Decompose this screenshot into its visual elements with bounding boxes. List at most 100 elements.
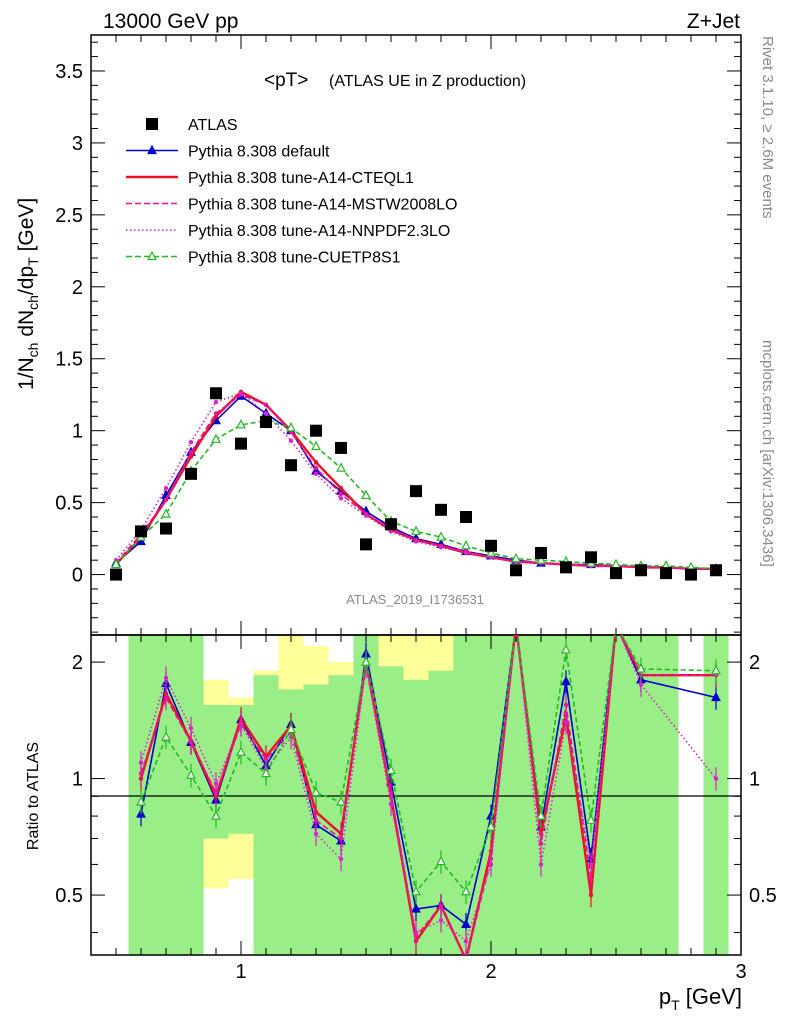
ratio-point-series-3 (238, 722, 244, 727)
ratio-point-series-1 (514, 622, 518, 626)
ratio-point-series-3 (488, 862, 494, 867)
legend-label-1: Pythia 8.308 default (188, 144, 330, 161)
ratio-point-series-0 (561, 675, 571, 686)
ratio-point-series-4 (536, 810, 546, 820)
atlas-data-markers (110, 387, 722, 581)
ratio-point-series-3 (338, 856, 344, 862)
x-axis-label-unit: [GeV] (686, 984, 742, 1009)
ratio-point-series-4 (636, 663, 646, 673)
main-point-series-3 (388, 529, 394, 534)
legend: ATLAS Pythia 8.308 default Pythia 8.308 tu… (126, 117, 457, 267)
ratio-point-series-4 (436, 855, 446, 866)
main-point-series-2 (263, 402, 269, 407)
ratio-point-series-0 (411, 903, 421, 913)
atlas-data-point (210, 387, 222, 400)
ratio-point-series-4 (461, 885, 471, 896)
band-green-2 (178, 635, 204, 955)
ratio-point-series-4 (586, 814, 596, 824)
main-point-series-2 (213, 411, 219, 416)
ratio-point-series-3 (188, 725, 194, 731)
atlas-data-point (435, 503, 447, 516)
main-point-series-3 (213, 399, 219, 405)
ratio-point-series-4 (136, 796, 146, 806)
main-point-series-4 (161, 508, 171, 518)
ratio-point-series-4 (411, 885, 421, 896)
main-point-series-4 (461, 539, 471, 550)
main-point-series-3 (463, 550, 469, 556)
plot-title: <pT> (264, 70, 308, 91)
band-green-15 (503, 635, 529, 955)
band-green-13 (453, 635, 479, 955)
ratio-point-series-4 (486, 821, 496, 831)
x-tick-label: 2 (485, 961, 496, 983)
main-point-series-4 (361, 489, 371, 500)
ratio-point-series-2 (438, 903, 444, 908)
process-label: Z+Jet (687, 10, 740, 33)
atlas-data-point (610, 567, 622, 580)
legend-marker-atlas (146, 118, 158, 130)
y-tick-label-main: 2 (72, 277, 83, 299)
legend-label-2: Pythia 8.308 tune-A14-CTEQL1 (188, 170, 414, 187)
band-green-14 (478, 635, 504, 955)
atlas-data-point (660, 567, 672, 580)
ratio-point-series-3 (538, 862, 544, 867)
atlas-data-point (385, 518, 397, 531)
ratio-point-series-2 (464, 958, 468, 962)
ratio-point-series-2 (514, 622, 518, 626)
atlas-data-point (360, 538, 372, 551)
main-point-series-3 (338, 496, 344, 501)
y-tick-label-ratio-right: 2 (749, 652, 760, 674)
main-point-series-4 (111, 558, 121, 569)
ratio-point-series-4 (711, 664, 721, 675)
main-point-series-4 (286, 422, 296, 432)
main-point-series-2 (188, 450, 194, 455)
ratio-point-series-3 (588, 862, 594, 867)
main-point-series-3 (438, 545, 444, 550)
ratio-point-series-0 (711, 691, 721, 702)
atlas-data-point (185, 467, 197, 480)
y-tick-label-main: 3 (72, 133, 83, 155)
atlas-data-point (510, 564, 522, 577)
band-green-8 (328, 675, 354, 955)
atlas-data-point (635, 564, 647, 577)
ratio-point-series-3 (163, 675, 169, 681)
ratio-point-series-4 (612, 620, 620, 628)
band-green-5 (253, 675, 279, 955)
main-point-series-3 (288, 438, 294, 443)
atlas-data-point (235, 437, 247, 450)
ratio-point-series-4 (236, 746, 246, 756)
y-tick-label-ratio: 1 (72, 769, 83, 791)
ratio-point-series-2 (163, 695, 169, 700)
legend-label-0: ATLAS (188, 117, 238, 134)
atlas-data-point (585, 551, 597, 564)
legend-label-4: Pythia 8.308 tune-A14-NNPDF2.3LO (188, 223, 450, 240)
ratio-point-series-0 (612, 620, 620, 628)
ratio-point-series-4 (361, 656, 371, 666)
x-axis-label-sub: T (671, 997, 680, 1013)
ratio-point-series-2 (338, 836, 344, 841)
ratio-point-series-3 (213, 781, 219, 786)
main-point-series-4 (486, 547, 496, 557)
y-tick-label-ratio: 0.5 (55, 885, 83, 907)
ratio-point-series-3 (313, 831, 319, 836)
legend-label-5: Pythia 8.308 tune-CUETP8S1 (188, 250, 401, 267)
y-tick-label-main: 1.5 (55, 349, 83, 371)
ratio-line-series-3 (140, 635, 717, 943)
main-point-series-4 (536, 554, 546, 564)
main-point-series-3 (363, 513, 369, 518)
atlas-data-point (685, 568, 697, 581)
y-tick-label-main: 0.5 (55, 493, 83, 515)
ratio-point-series-3 (713, 776, 719, 781)
main-point-series-1 (338, 486, 344, 491)
legend-marker-5 (147, 250, 157, 261)
band-green-9 (353, 635, 379, 955)
main-point-series-3 (413, 539, 419, 544)
main-point-series-3 (238, 391, 244, 396)
x-axis-label-p: p (659, 984, 671, 1009)
atlas-data-point (160, 522, 172, 535)
ratio-point-series-3 (438, 918, 444, 923)
atlas-data-point (310, 424, 322, 437)
legend-label-3: Pythia 8.308 tune-A14-MSTW2008LO (188, 197, 457, 214)
ratio-point-series-3 (563, 719, 569, 725)
ratio-point-series-1 (464, 958, 468, 962)
